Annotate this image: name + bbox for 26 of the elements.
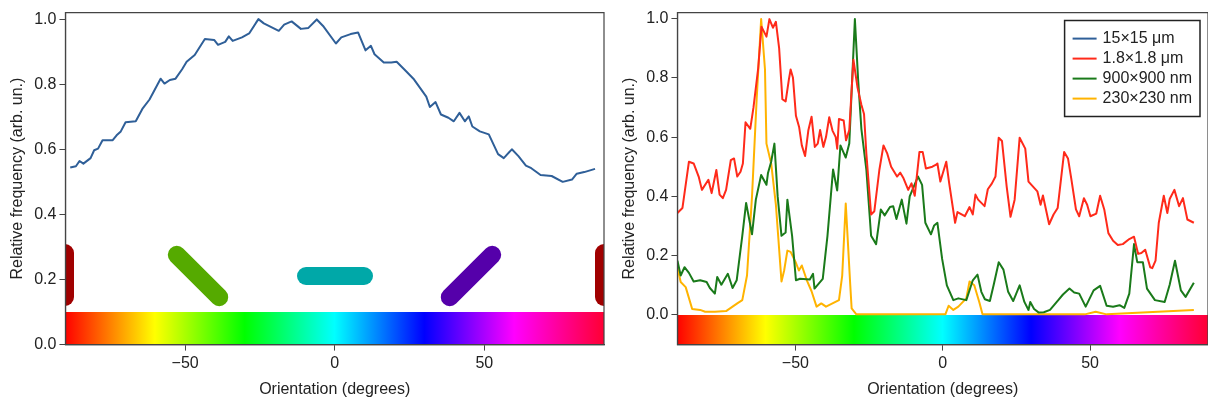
x-tick-label: 50	[1081, 353, 1100, 371]
y-tick-label: 0.0	[34, 335, 57, 353]
legend-label: 900×900 nm	[1102, 69, 1192, 87]
y-tick-label: 0.0	[646, 305, 669, 323]
x-tick-label: 0	[330, 353, 340, 371]
y-tick-label: 0.2	[34, 269, 57, 287]
y-tick-label: 0.4	[646, 186, 669, 204]
y-tick-label: 1.0	[34, 9, 57, 27]
legend-label: 230×230 nm	[1102, 89, 1192, 107]
y-tick-label: 0.2	[646, 246, 669, 264]
legend-label: 15×15 μm	[1102, 29, 1175, 47]
legend-label: 1.8×1.8 μm	[1102, 49, 1184, 67]
y-tick-label: 0.6	[646, 127, 669, 145]
y-axis-title: Relative frequency (arb. un.)	[8, 77, 26, 280]
x-tick-label: −50	[171, 353, 199, 371]
x-axis-title: Orientation (degrees)	[259, 379, 411, 397]
y-axis-title: Relative frequency (arb. un.)	[620, 77, 638, 280]
x-tick-label: 50	[475, 353, 494, 371]
y-tick-label: 0.6	[34, 139, 57, 157]
x-tick-label: −50	[781, 353, 810, 371]
y-tick-label: 1.0	[646, 8, 669, 26]
y-tick-label: 0.8	[646, 68, 669, 86]
x-axis-title: Orientation (degrees)	[867, 379, 1019, 397]
x-tick-label: 0	[938, 353, 948, 371]
y-tick-label: 0.4	[34, 204, 57, 222]
y-tick-label: 0.8	[34, 74, 57, 92]
